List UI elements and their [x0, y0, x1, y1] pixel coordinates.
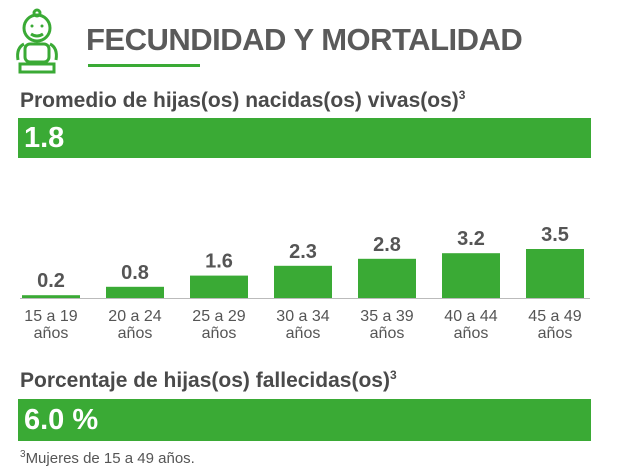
births-heading-text: Promedio de hijas(os) nacidas(os) vivas(… — [20, 89, 459, 112]
x-tick-label: 20 a 24 años — [108, 308, 162, 342]
deaths-heading-text: Porcentaje de hijas(os) fallecidas(os) — [20, 369, 390, 392]
value-label: 0.2 — [37, 270, 65, 292]
bar — [22, 295, 80, 298]
value-label: 2.3 — [289, 241, 317, 263]
x-tick-label: 15 a 19 años — [24, 308, 78, 342]
bar — [274, 265, 332, 298]
value-label: 2.8 — [373, 234, 401, 256]
title: FECUNDIDAD Y MORTALIDAD — [86, 22, 523, 57]
x-tick-label: 45 a 49 años — [528, 308, 582, 342]
title-underline — [88, 64, 200, 67]
x-tick-label: 25 a 29 años — [192, 308, 246, 342]
deaths-heading: Porcentaje de hijas(os) fallecidas(os)3 — [20, 368, 397, 393]
births-heading: Promedio de hijas(os) nacidas(os) vivas(… — [20, 88, 465, 113]
deaths-value: 6.0 % — [18, 399, 591, 441]
bar — [526, 249, 584, 298]
footnote-ref: 3 — [20, 449, 26, 460]
x-tick-label: 40 a 44 años — [444, 308, 498, 342]
value-label: 3.2 — [457, 228, 485, 250]
x-tick-label: 35 a 39 años — [360, 308, 414, 342]
value-label: 1.6 — [205, 251, 233, 273]
bar — [358, 258, 416, 298]
footnote-text: Mujeres de 15 a 49 años. — [25, 450, 195, 467]
value-label: 3.5 — [541, 224, 569, 246]
bar — [190, 275, 248, 298]
births-value: 1.8 — [18, 118, 591, 158]
baby-icon — [16, 8, 58, 74]
note-ref: 3 — [389, 368, 397, 382]
footnote: 3Mujeres de 15 a 49 años. — [20, 449, 195, 467]
note-ref: 3 — [458, 88, 466, 102]
bar — [106, 286, 164, 298]
x-tick-label: 30 a 34 años — [276, 308, 330, 342]
chart: 0.2 0.8 1.6 2.3 2.8 3.2 3.5 — [20, 224, 590, 299]
bar — [442, 253, 500, 298]
value-label: 0.8 — [121, 262, 149, 284]
